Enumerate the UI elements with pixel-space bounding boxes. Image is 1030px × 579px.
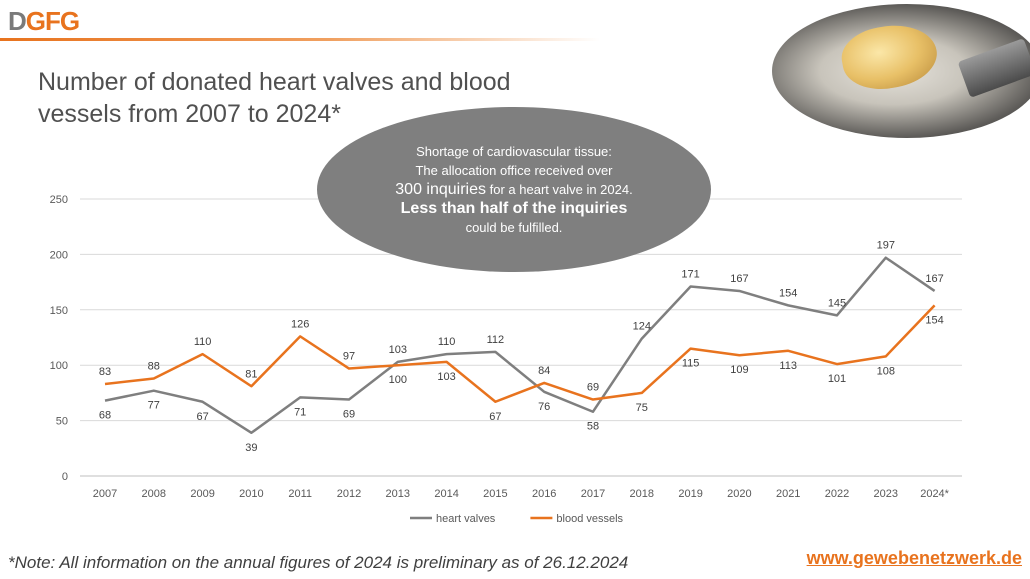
callout-line-1: Shortage of cardiovascular tissue: bbox=[416, 144, 612, 159]
slide-title: Number of donated heart valves and blood… bbox=[38, 68, 511, 128]
x-tick-label: 2015 bbox=[483, 488, 507, 500]
data-label: 109 bbox=[730, 364, 748, 376]
callout-line-3: 300 inquiries for a heart valve in 2024. bbox=[395, 180, 632, 199]
data-label: 108 bbox=[877, 365, 895, 377]
series-line-1 bbox=[104, 304, 936, 404]
data-label: 110 bbox=[438, 336, 456, 348]
data-label: 69 bbox=[343, 409, 355, 421]
x-tick-label: 2010 bbox=[239, 488, 263, 500]
x-axis-labels: 2007 2008 2009 2010 2011 2012 2013 2014 2015 2016… bbox=[93, 488, 950, 500]
data-label: 88 bbox=[148, 360, 160, 372]
data-label: 103 bbox=[389, 344, 407, 356]
footnote: *Note: All information on the annual fig… bbox=[8, 553, 629, 572]
callout-emphasis: 300 inquiries bbox=[395, 181, 487, 198]
legend-label-1: blood vessels bbox=[556, 513, 623, 525]
x-tick-label: 2014 bbox=[434, 488, 458, 500]
data-label: 197 bbox=[877, 240, 895, 252]
chart-legend: heart valves blood vessels bbox=[410, 513, 624, 525]
data-label: 71 bbox=[294, 406, 306, 418]
series-line-0 bbox=[104, 256, 936, 435]
data-label: 124 bbox=[633, 321, 651, 333]
data-label: 100 bbox=[389, 374, 407, 386]
shortage-callout: Shortage of cardiovascular tissue: The a… bbox=[317, 107, 711, 272]
callout-line-2: The allocation office received over bbox=[415, 163, 613, 178]
legend-label-0: heart valves bbox=[436, 513, 496, 525]
x-tick-label: 2019 bbox=[678, 488, 702, 500]
y-tick-label: 0 bbox=[62, 471, 68, 483]
data-label: 77 bbox=[148, 400, 160, 412]
x-tick-label: 2020 bbox=[727, 488, 751, 500]
series-lines bbox=[104, 256, 936, 435]
data-label: 76 bbox=[538, 401, 550, 413]
data-label: 154 bbox=[925, 314, 943, 326]
data-labels: 68 77 67 39 71 69 103 110 112 76 58 124 171 167 154 145… bbox=[99, 240, 944, 454]
x-tick-label: 2016 bbox=[532, 488, 556, 500]
logo-part-gfg: GFG bbox=[25, 6, 80, 36]
x-tick-label: 2008 bbox=[142, 488, 166, 500]
data-label: 58 bbox=[587, 421, 599, 433]
y-tick-label: 100 bbox=[50, 360, 68, 372]
data-label: 67 bbox=[489, 411, 501, 423]
header-divider bbox=[0, 38, 600, 41]
x-tick-label: 2009 bbox=[190, 488, 214, 500]
data-label: 115 bbox=[682, 358, 700, 370]
y-axis-labels: 0 50 100 150 200 250 bbox=[50, 194, 68, 483]
data-label: 110 bbox=[194, 336, 212, 348]
x-tick-label: 2012 bbox=[337, 488, 361, 500]
logo-part-d: D bbox=[8, 6, 27, 36]
x-tick-label: 2023 bbox=[874, 488, 898, 500]
data-label: 103 bbox=[437, 371, 455, 383]
x-tick-label: 2022 bbox=[825, 488, 849, 500]
x-tick-label: 2021 bbox=[776, 488, 800, 500]
callout-line-5: could be fulfilled. bbox=[465, 220, 563, 235]
data-label: 167 bbox=[925, 273, 943, 285]
x-tick-label: 2018 bbox=[630, 488, 654, 500]
line-chart: 0 50 100 150 200 250 2007 2008 2009 2010 2011 2012… bbox=[50, 194, 962, 525]
data-label: 39 bbox=[245, 442, 257, 454]
website-link[interactable]: www.gewebenetzwerk.de bbox=[806, 548, 1022, 568]
data-label: 171 bbox=[681, 269, 699, 281]
data-label: 84 bbox=[538, 365, 550, 377]
x-tick-label: 2017 bbox=[581, 488, 605, 500]
y-tick-label: 250 bbox=[50, 194, 68, 206]
data-label: 126 bbox=[291, 318, 309, 330]
y-tick-label: 50 bbox=[56, 416, 68, 428]
x-tick-label: 2013 bbox=[386, 488, 410, 500]
data-label: 75 bbox=[636, 402, 648, 414]
data-label: 113 bbox=[779, 360, 797, 372]
data-label: 154 bbox=[779, 287, 797, 299]
heart-valve-photo bbox=[772, 4, 1030, 138]
x-tick-label: 2011 bbox=[288, 488, 312, 500]
x-tick-label: 2024* bbox=[920, 488, 949, 500]
data-label: 81 bbox=[245, 368, 257, 380]
x-tick-label: 2007 bbox=[93, 488, 117, 500]
callout-line-3-rest: for a heart valve in 2024. bbox=[486, 182, 633, 197]
data-label: 67 bbox=[196, 411, 208, 423]
data-label: 145 bbox=[828, 297, 846, 309]
data-label: 112 bbox=[487, 334, 505, 346]
data-label: 97 bbox=[343, 351, 355, 363]
data-label: 69 bbox=[587, 382, 599, 394]
y-tick-label: 200 bbox=[50, 249, 68, 261]
y-tick-label: 150 bbox=[50, 305, 68, 317]
data-label: 167 bbox=[730, 273, 748, 285]
data-label: 101 bbox=[828, 373, 846, 385]
callout-line-4: Less than half of the inquiries bbox=[400, 200, 628, 217]
dgfg-logo: DGFG bbox=[8, 6, 80, 37]
data-label: 68 bbox=[99, 410, 111, 422]
data-label: 83 bbox=[99, 366, 111, 378]
